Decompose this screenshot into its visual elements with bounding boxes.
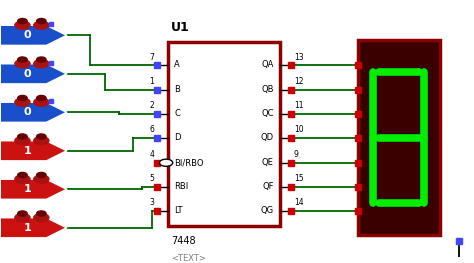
Text: 7: 7 bbox=[149, 53, 155, 62]
Polygon shape bbox=[0, 141, 67, 161]
Text: 11: 11 bbox=[294, 102, 303, 110]
Text: 14: 14 bbox=[294, 199, 303, 208]
Circle shape bbox=[15, 214, 30, 222]
Circle shape bbox=[15, 21, 30, 29]
Text: 10: 10 bbox=[294, 125, 303, 134]
Circle shape bbox=[36, 134, 46, 139]
Circle shape bbox=[15, 136, 30, 145]
Circle shape bbox=[18, 134, 27, 139]
Text: U1: U1 bbox=[171, 22, 190, 34]
Text: 1: 1 bbox=[24, 223, 32, 233]
Text: 15: 15 bbox=[294, 174, 303, 183]
Circle shape bbox=[34, 98, 49, 106]
Circle shape bbox=[18, 211, 27, 216]
Text: 0: 0 bbox=[24, 30, 32, 40]
Circle shape bbox=[18, 95, 27, 101]
Circle shape bbox=[18, 173, 27, 178]
Polygon shape bbox=[0, 25, 67, 45]
Circle shape bbox=[34, 214, 49, 222]
Text: 1: 1 bbox=[149, 77, 155, 87]
Text: 13: 13 bbox=[294, 53, 303, 62]
Polygon shape bbox=[0, 218, 67, 238]
Circle shape bbox=[36, 173, 46, 178]
Circle shape bbox=[34, 21, 49, 29]
Text: D: D bbox=[174, 133, 181, 142]
Text: C: C bbox=[174, 109, 180, 118]
Text: RBI: RBI bbox=[174, 182, 188, 191]
Circle shape bbox=[36, 57, 46, 62]
Text: 4: 4 bbox=[149, 150, 155, 159]
Text: 6: 6 bbox=[149, 125, 155, 134]
Text: QE: QE bbox=[262, 158, 274, 167]
Bar bbox=[168, 42, 280, 226]
Text: 1: 1 bbox=[24, 184, 32, 194]
Polygon shape bbox=[0, 102, 67, 123]
Text: QA: QA bbox=[262, 60, 274, 69]
Text: A: A bbox=[174, 60, 180, 69]
Text: <TEXT>: <TEXT> bbox=[171, 254, 206, 263]
Text: QC: QC bbox=[261, 109, 274, 118]
Text: QF: QF bbox=[263, 182, 274, 191]
Text: 9: 9 bbox=[294, 150, 299, 159]
Text: 1: 1 bbox=[24, 146, 32, 156]
Text: 7448: 7448 bbox=[171, 236, 195, 246]
Circle shape bbox=[18, 18, 27, 24]
Circle shape bbox=[15, 175, 30, 183]
Circle shape bbox=[159, 159, 173, 166]
Text: 0: 0 bbox=[24, 107, 32, 117]
Text: BI/RBO: BI/RBO bbox=[174, 158, 204, 167]
Circle shape bbox=[36, 211, 46, 216]
Circle shape bbox=[34, 136, 49, 145]
Circle shape bbox=[15, 59, 30, 68]
Text: 0: 0 bbox=[24, 69, 32, 79]
Text: QB: QB bbox=[261, 85, 274, 94]
Text: 3: 3 bbox=[149, 199, 155, 208]
Text: QD: QD bbox=[261, 133, 274, 142]
Text: QG: QG bbox=[261, 206, 274, 215]
Circle shape bbox=[34, 175, 49, 183]
Circle shape bbox=[15, 98, 30, 106]
Text: 12: 12 bbox=[294, 77, 303, 87]
Circle shape bbox=[36, 95, 46, 101]
Circle shape bbox=[36, 18, 46, 24]
Text: 2: 2 bbox=[149, 102, 155, 110]
Text: LT: LT bbox=[174, 206, 182, 215]
Text: B: B bbox=[174, 85, 180, 94]
Text: 5: 5 bbox=[149, 174, 155, 183]
Polygon shape bbox=[0, 179, 67, 199]
Circle shape bbox=[34, 59, 49, 68]
Circle shape bbox=[18, 57, 27, 62]
Bar bbox=[357, 41, 440, 235]
Polygon shape bbox=[0, 64, 67, 84]
